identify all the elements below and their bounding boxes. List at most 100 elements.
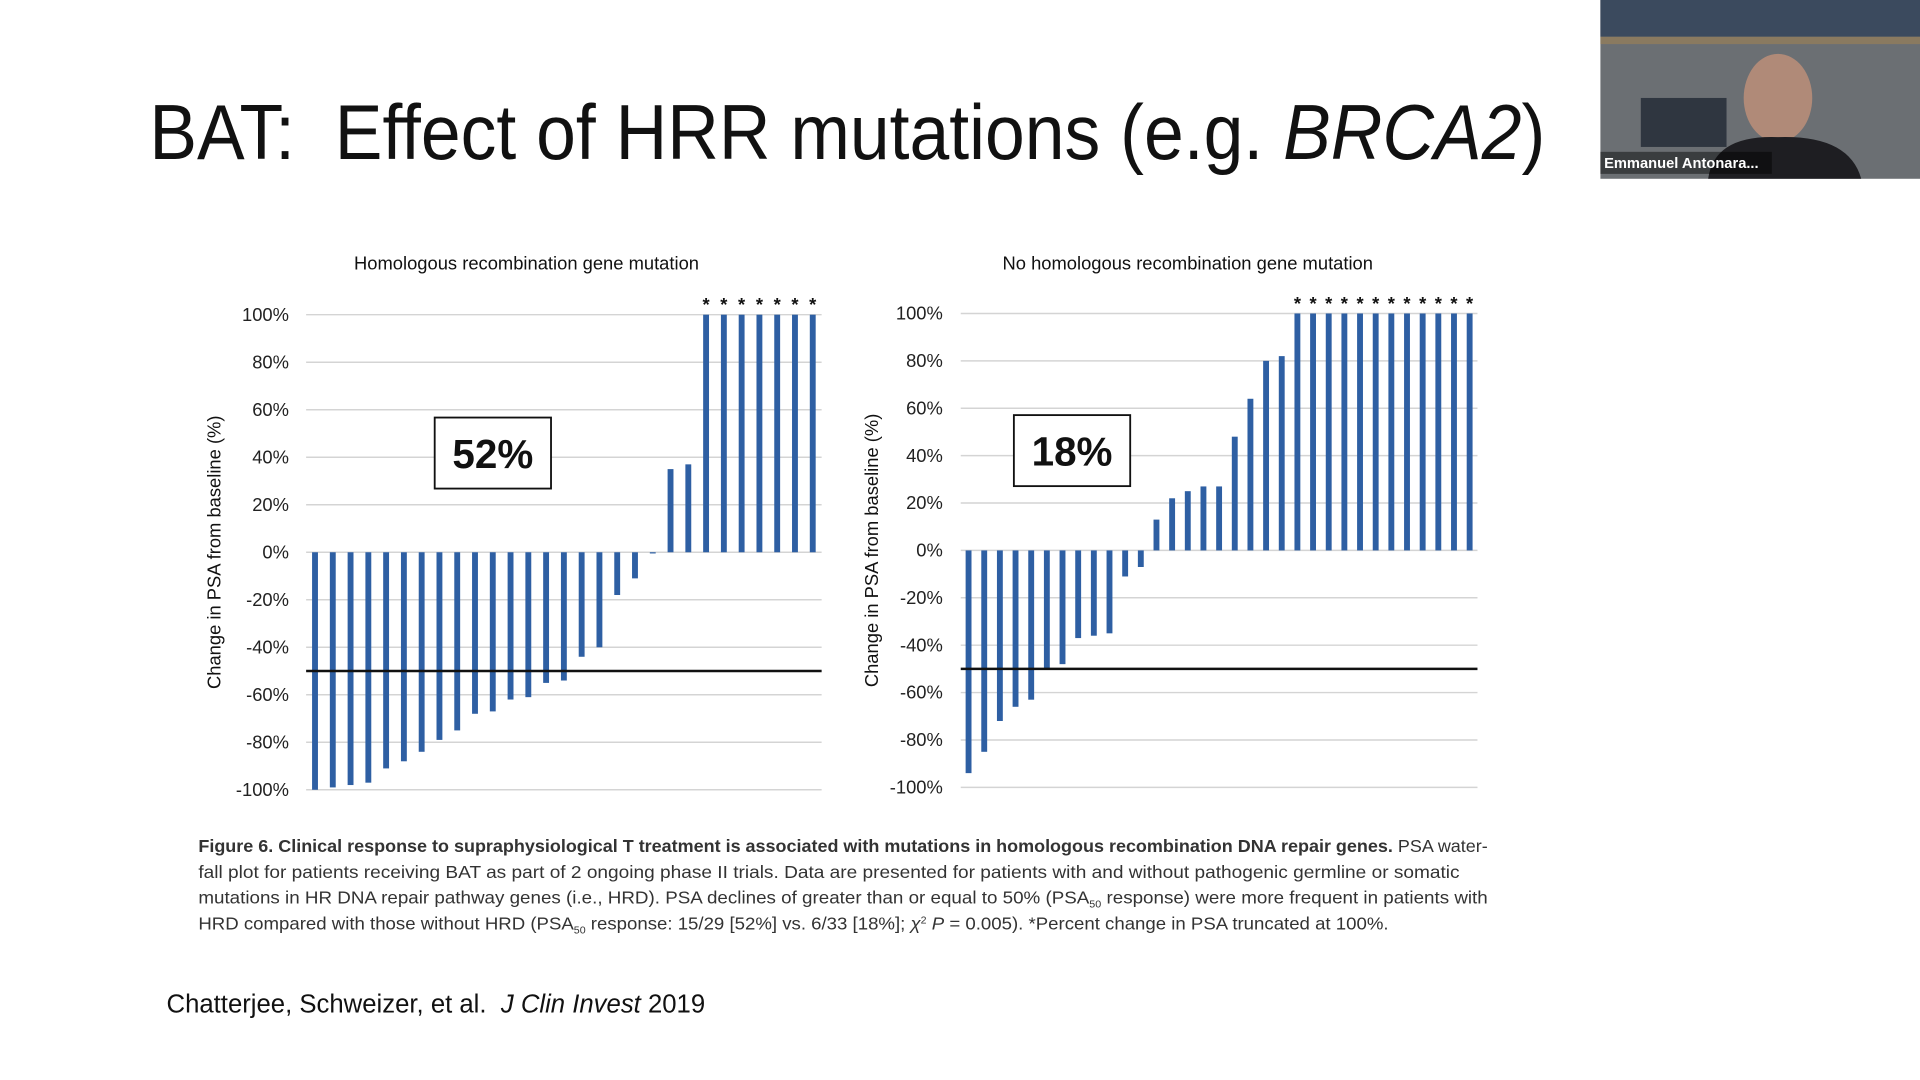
truncation-marker: * (1388, 293, 1396, 314)
bar (383, 552, 390, 769)
bar (1184, 491, 1191, 551)
shelf (1600, 36, 1920, 45)
y-tick-label: -80% (900, 729, 943, 750)
bar (1106, 550, 1113, 634)
bar (614, 552, 621, 596)
truncation-marker: * (703, 294, 711, 315)
truncation-marker: * (791, 294, 799, 315)
text-run: fall plot for patients receiving BAT as … (198, 862, 1460, 882)
bar (1059, 550, 1066, 665)
bar (489, 552, 496, 712)
bookshelf (1600, 0, 1920, 37)
bar (809, 314, 816, 553)
bar (774, 314, 781, 553)
bar (1341, 313, 1348, 551)
bar (365, 552, 372, 783)
bar (1325, 313, 1332, 551)
annotation-box (1012, 414, 1132, 488)
bar (756, 314, 763, 553)
bar (1404, 313, 1410, 551)
bar (578, 552, 585, 657)
title-part: BRCA2 (1283, 88, 1521, 176)
bar (1451, 313, 1457, 551)
truncation-marker: * (1372, 293, 1380, 314)
y-tick-label: -20% (900, 587, 943, 608)
bar (1357, 313, 1363, 551)
bar (472, 552, 478, 714)
bar (596, 552, 603, 648)
bar (418, 552, 425, 752)
y-axis-label: Change in PSA from baseline (%) (861, 414, 882, 688)
text-run: = 0.005). *Percent change in PSA truncat… (944, 913, 1388, 933)
y-tick-label: 20% (252, 494, 289, 515)
y-tick-label: -60% (246, 684, 289, 705)
caption-line: Figure 6. Clinical response to supraphys… (198, 836, 1487, 856)
bar (1263, 360, 1270, 551)
text-run: response: 15/29 [52%] vs. 6/33 [18%]; (586, 913, 911, 933)
bar (1169, 498, 1176, 551)
truncation-marker: * (1341, 293, 1349, 314)
text-run: mutations in HR DNA repair pathway genes… (198, 888, 1090, 908)
truncation-marker: * (1325, 293, 1333, 314)
chart: Homologous recombination gene mutation Ch… (203, 252, 822, 800)
bar (1075, 550, 1082, 639)
bar (1043, 550, 1050, 669)
bar (1435, 313, 1442, 551)
truncation-marker: * (1450, 293, 1458, 314)
face (1743, 53, 1813, 143)
y-tick-label: 80% (906, 350, 943, 371)
bar (685, 464, 692, 553)
charts: Homologous recombination gene mutation Ch… (203, 252, 1478, 800)
truncation-marker: * (1403, 293, 1411, 314)
y-tick-label: -100% (890, 776, 943, 797)
caption-line: fall plot for patients receiving BAT as … (198, 862, 1460, 882)
bar (1247, 398, 1254, 551)
annotation: 18% (1032, 428, 1113, 474)
truncation-marker: * (1435, 293, 1443, 314)
participant-name: Emmanuel Antonara... (1604, 156, 1759, 172)
truncation-marker: * (756, 294, 764, 315)
text-run: response) were more frequent in patients… (1101, 888, 1487, 908)
annotation-box (433, 416, 552, 490)
bar (738, 314, 745, 553)
y-axis-label: Change in PSA from baseline (%) (203, 415, 224, 689)
text-run: 50 (1089, 899, 1102, 910)
truncation-marker: * (738, 294, 746, 315)
bar (400, 552, 407, 762)
bar (1012, 550, 1019, 707)
text-run: Figure 6. Clinical response to supraphys… (198, 836, 1393, 856)
chart: No homologous recombination gene mutatio… (861, 252, 1478, 797)
y-tick-label: 0% (262, 541, 289, 562)
citation: Chatterjee, Schweizer, et al. J Clin Inv… (167, 991, 706, 1019)
text-run: 2019 (641, 991, 705, 1019)
bar (1153, 519, 1160, 551)
text-run: 50 (574, 925, 586, 936)
title-part: ) (1521, 88, 1545, 176)
y-tick-label: 20% (906, 492, 943, 513)
bar (649, 552, 656, 554)
bar (543, 552, 550, 683)
slide-title: BAT: Effect of HRR mutations (e.g. BRCA2… (149, 88, 1545, 176)
bar (525, 552, 532, 698)
bar (720, 314, 727, 553)
y-tick-label: 40% (252, 446, 289, 467)
bar (1231, 436, 1238, 551)
y-tick-label: 0% (916, 540, 943, 561)
bar (507, 552, 514, 700)
caption-line: mutations in HR DNA repair pathway genes… (198, 888, 1487, 911)
y-tick-label: 60% (906, 397, 943, 418)
y-tick-label: -40% (900, 634, 943, 655)
caption-line: HRD compared with those without HRD (PSA… (198, 913, 1388, 936)
bar (792, 314, 798, 553)
truncation-marker: * (1356, 293, 1364, 314)
bar (1419, 313, 1426, 551)
bar (965, 550, 972, 774)
text-run: HRD compared with those without HRD (PSA (198, 913, 574, 933)
bar (981, 550, 988, 752)
y-tick-label: -100% (236, 779, 289, 800)
truncation-marker: * (774, 294, 782, 315)
y-tick-label: -80% (246, 731, 289, 752)
bar (1388, 313, 1395, 551)
